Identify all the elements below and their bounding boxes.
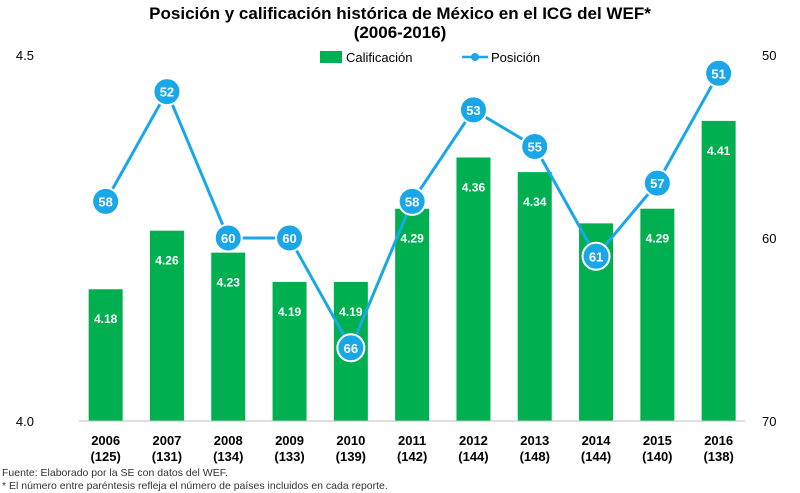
position-data-label: 66 bbox=[344, 341, 358, 356]
x-tick-sublabel: (139) bbox=[336, 449, 366, 464]
position-data-label: 58 bbox=[98, 194, 112, 209]
position-marker bbox=[91, 186, 121, 216]
legend-label-posicion: Posición bbox=[491, 50, 540, 65]
footnote: * El número entre paréntesis refleja el … bbox=[2, 480, 388, 492]
position-data-label: 58 bbox=[405, 194, 419, 209]
bar-data-label: 4.41 bbox=[707, 144, 731, 158]
bar-data-label: 4.29 bbox=[646, 232, 670, 246]
position-marker bbox=[704, 58, 734, 88]
x-tick-sublabel: (134) bbox=[213, 449, 243, 464]
source-note: Fuente: Elaborado por la SE con datos de… bbox=[2, 467, 228, 479]
right-axis-tick-label: 60 bbox=[762, 231, 776, 246]
x-tick-label: 2016 bbox=[704, 433, 733, 448]
bar-data-label: 4.23 bbox=[217, 276, 241, 290]
x-tick-sublabel: (142) bbox=[397, 449, 427, 464]
position-data-label: 53 bbox=[466, 103, 480, 118]
left-axis-tick-label: 4.0 bbox=[16, 414, 34, 429]
x-tick-label: 2015 bbox=[643, 433, 672, 448]
bar bbox=[211, 252, 246, 421]
chart-svg: 4.0 4.5 50 60 70 4.18 4.26 4.23 4.19 4.19 4.29 4.36… bbox=[16, 48, 777, 464]
position-marker bbox=[458, 95, 488, 125]
x-tick-label: 2011 bbox=[398, 433, 426, 448]
x-tick-sublabel: (144) bbox=[581, 449, 611, 464]
bar bbox=[517, 172, 552, 421]
legend-label-calificacion: Calificación bbox=[346, 50, 412, 65]
x-tick-label: 2012 bbox=[459, 433, 488, 448]
x-tick-label: 2007 bbox=[152, 433, 181, 448]
bar-data-label: 4.26 bbox=[155, 254, 179, 268]
bar bbox=[640, 208, 675, 421]
position-marker bbox=[581, 241, 611, 271]
x-tick-sublabel: (125) bbox=[90, 449, 120, 464]
bar bbox=[88, 289, 123, 421]
position-marker bbox=[152, 77, 182, 107]
right-axis-tick-label: 70 bbox=[762, 414, 776, 429]
position-data-label: 52 bbox=[160, 85, 174, 100]
position-marker bbox=[642, 168, 672, 198]
position-data-label: 60 bbox=[221, 231, 235, 246]
bar-data-label: 4.29 bbox=[400, 232, 424, 246]
bar-data-label: 4.19 bbox=[278, 305, 302, 319]
x-tick-sublabel: (133) bbox=[274, 449, 304, 464]
position-marker bbox=[275, 223, 305, 253]
bar bbox=[272, 281, 307, 421]
x-tick-label: 2013 bbox=[520, 433, 549, 448]
chart-subtitle: (2006-2016) bbox=[353, 23, 447, 42]
legend-marker-posicion bbox=[471, 53, 479, 61]
position-marker bbox=[336, 333, 366, 363]
x-tick-sublabel: (138) bbox=[703, 449, 733, 464]
bar-data-label: 4.19 bbox=[339, 305, 363, 319]
position-data-label: 61 bbox=[589, 249, 603, 264]
position-marker bbox=[213, 223, 243, 253]
x-tick-sublabel: (144) bbox=[458, 449, 488, 464]
left-axis-tick-label: 4.5 bbox=[16, 48, 34, 63]
bar-data-label: 4.34 bbox=[523, 195, 547, 209]
bar-data-label: 4.18 bbox=[94, 312, 118, 326]
bar-data-label: 4.36 bbox=[462, 180, 486, 194]
x-tick-label: 2010 bbox=[336, 433, 365, 448]
bar bbox=[701, 120, 736, 421]
x-tick-sublabel: (131) bbox=[152, 449, 182, 464]
position-data-label: 57 bbox=[650, 176, 664, 191]
x-tick-label: 2009 bbox=[275, 433, 304, 448]
position-data-label: 51 bbox=[711, 66, 725, 81]
position-data-label: 55 bbox=[528, 140, 542, 155]
x-tick-sublabel: (148) bbox=[520, 449, 550, 464]
position-marker bbox=[520, 132, 550, 161]
position-data-label: 60 bbox=[282, 231, 296, 246]
chart-title: Posición y calificación histórica de Méx… bbox=[149, 4, 651, 23]
position-marker bbox=[397, 186, 427, 216]
x-tick-sublabel: (140) bbox=[642, 449, 672, 464]
bar bbox=[149, 230, 184, 421]
bar bbox=[456, 157, 491, 422]
legend-swatch-calificacion bbox=[320, 51, 342, 63]
x-tick-label: 2006 bbox=[91, 433, 120, 448]
x-tick-label: 2008 bbox=[214, 433, 243, 448]
bar bbox=[395, 208, 430, 421]
x-tick-label: 2014 bbox=[582, 433, 612, 448]
right-axis-tick-label: 50 bbox=[762, 48, 776, 63]
